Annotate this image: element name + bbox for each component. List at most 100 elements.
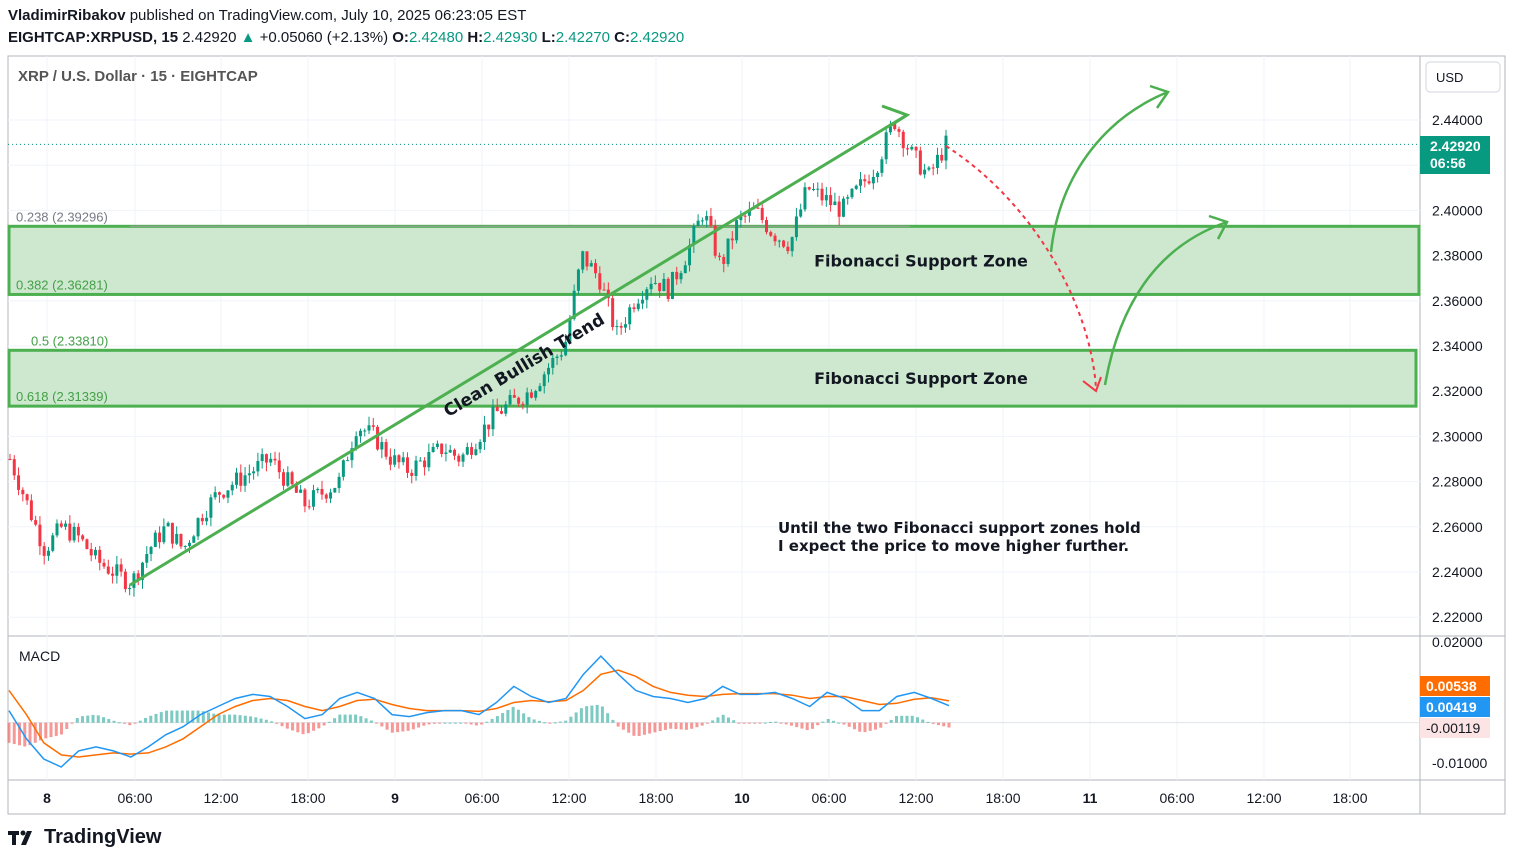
histogram-bar: [390, 722, 394, 733]
histogram-bar: [595, 704, 599, 723]
candle-body: [598, 273, 602, 290]
histogram-bar: [270, 721, 274, 723]
candle-body: [555, 356, 559, 358]
histogram-bar: [427, 722, 431, 725]
candle-body: [341, 460, 345, 477]
histogram-bar: [322, 722, 326, 726]
histogram-bar: [159, 712, 163, 723]
histogram-bar: [716, 717, 720, 723]
candle-body: [918, 150, 922, 175]
candle-body: [487, 424, 491, 430]
histogram-bar: [448, 722, 452, 724]
candle-body: [243, 475, 247, 486]
candle-body: [495, 406, 499, 412]
time-tick-label: 18:00: [985, 790, 1020, 806]
candle-body: [884, 132, 888, 160]
candle-body: [192, 536, 196, 543]
candle-body: [705, 215, 709, 221]
candle-body: [876, 172, 880, 177]
fib-level-label: 0.5 (2.33810): [31, 333, 108, 348]
histogram-bar: [70, 722, 74, 724]
histogram-bar: [285, 722, 289, 729]
low-value: 2.42270: [555, 29, 610, 46]
histogram-bar: [537, 720, 541, 723]
candle-body: [440, 443, 444, 454]
candle-body: [470, 447, 474, 455]
histogram-bar: [107, 719, 111, 723]
candle-body: [286, 472, 290, 486]
histogram-bar: [842, 722, 846, 725]
candle-body: [491, 406, 495, 430]
candle-body: [726, 238, 730, 264]
histogram-bar: [96, 715, 100, 723]
price-tick-label: 2.26000: [1432, 519, 1483, 535]
candle-body: [529, 392, 533, 398]
candle-body: [269, 458, 273, 463]
histogram-bar: [564, 720, 568, 723]
candle-body: [273, 458, 277, 461]
histogram-bar: [54, 722, 58, 736]
candle-body: [777, 240, 781, 242]
candle-body: [294, 484, 298, 493]
time-tick-label: 12:00: [551, 790, 586, 806]
histogram-bar: [222, 714, 226, 723]
candle-body: [944, 135, 948, 161]
candle-body: [854, 185, 858, 189]
histogram-bar: [254, 717, 258, 723]
histogram-bar: [590, 705, 594, 723]
histogram-bar: [338, 714, 342, 723]
time-tick-label: 8: [43, 790, 51, 806]
candle-body: [85, 539, 89, 550]
histogram-bar: [779, 722, 783, 724]
tradingview-logo-icon: [8, 830, 32, 845]
candle-body: [824, 195, 828, 201]
candle-body: [282, 472, 286, 486]
histogram-bar: [705, 722, 709, 724]
histogram-bar: [44, 722, 48, 739]
candle-body: [158, 532, 162, 543]
candle-body: [12, 459, 16, 476]
candle-body: [542, 374, 546, 387]
currency-button: [1425, 61, 1501, 93]
price-tick-label: 2.24000: [1432, 564, 1483, 580]
histogram-bar: [884, 722, 888, 724]
histogram-bar: [831, 720, 835, 723]
histogram-bar: [674, 722, 678, 730]
histogram-bar: [243, 715, 247, 723]
histogram-bar: [91, 714, 95, 723]
tradingview-logo[interactable]: TradingView: [8, 826, 161, 849]
histogram-bar: [816, 722, 820, 726]
histogram-bar: [868, 722, 872, 731]
time-tick-label: 18:00: [290, 790, 325, 806]
candle-body: [76, 526, 80, 536]
time-tick-label: 11: [1083, 790, 1098, 806]
histogram-bar: [354, 714, 358, 723]
histogram-bar: [642, 722, 646, 735]
candle-body: [521, 403, 525, 405]
candle-body: [559, 355, 563, 357]
histogram-bar: [558, 721, 562, 723]
histogram-bar: [7, 722, 11, 743]
candle-body: [709, 215, 713, 226]
histogram-bar: [690, 722, 694, 729]
low-label: L:: [541, 29, 556, 46]
histogram-bar: [102, 717, 106, 723]
candle-body: [568, 318, 572, 342]
histogram-bar: [742, 722, 746, 724]
author-name[interactable]: VladimirRibakov: [8, 7, 126, 24]
histogram-bar: [317, 722, 321, 729]
histogram-bar: [600, 706, 604, 723]
candle-body: [615, 325, 619, 328]
histogram-bar: [86, 715, 90, 723]
macd-value-badge-text: 0.00419: [1426, 699, 1477, 715]
histogram-bar: [249, 716, 253, 723]
histogram-bar: [768, 721, 772, 723]
candle-body: [730, 238, 734, 241]
candle-body: [153, 532, 157, 547]
histogram-bar: [789, 722, 793, 726]
price-tick-label: 2.32000: [1432, 383, 1483, 399]
histogram-bar: [669, 722, 673, 729]
candle-body: [666, 278, 670, 299]
fibonacci-support-zone: [7, 348, 1418, 408]
